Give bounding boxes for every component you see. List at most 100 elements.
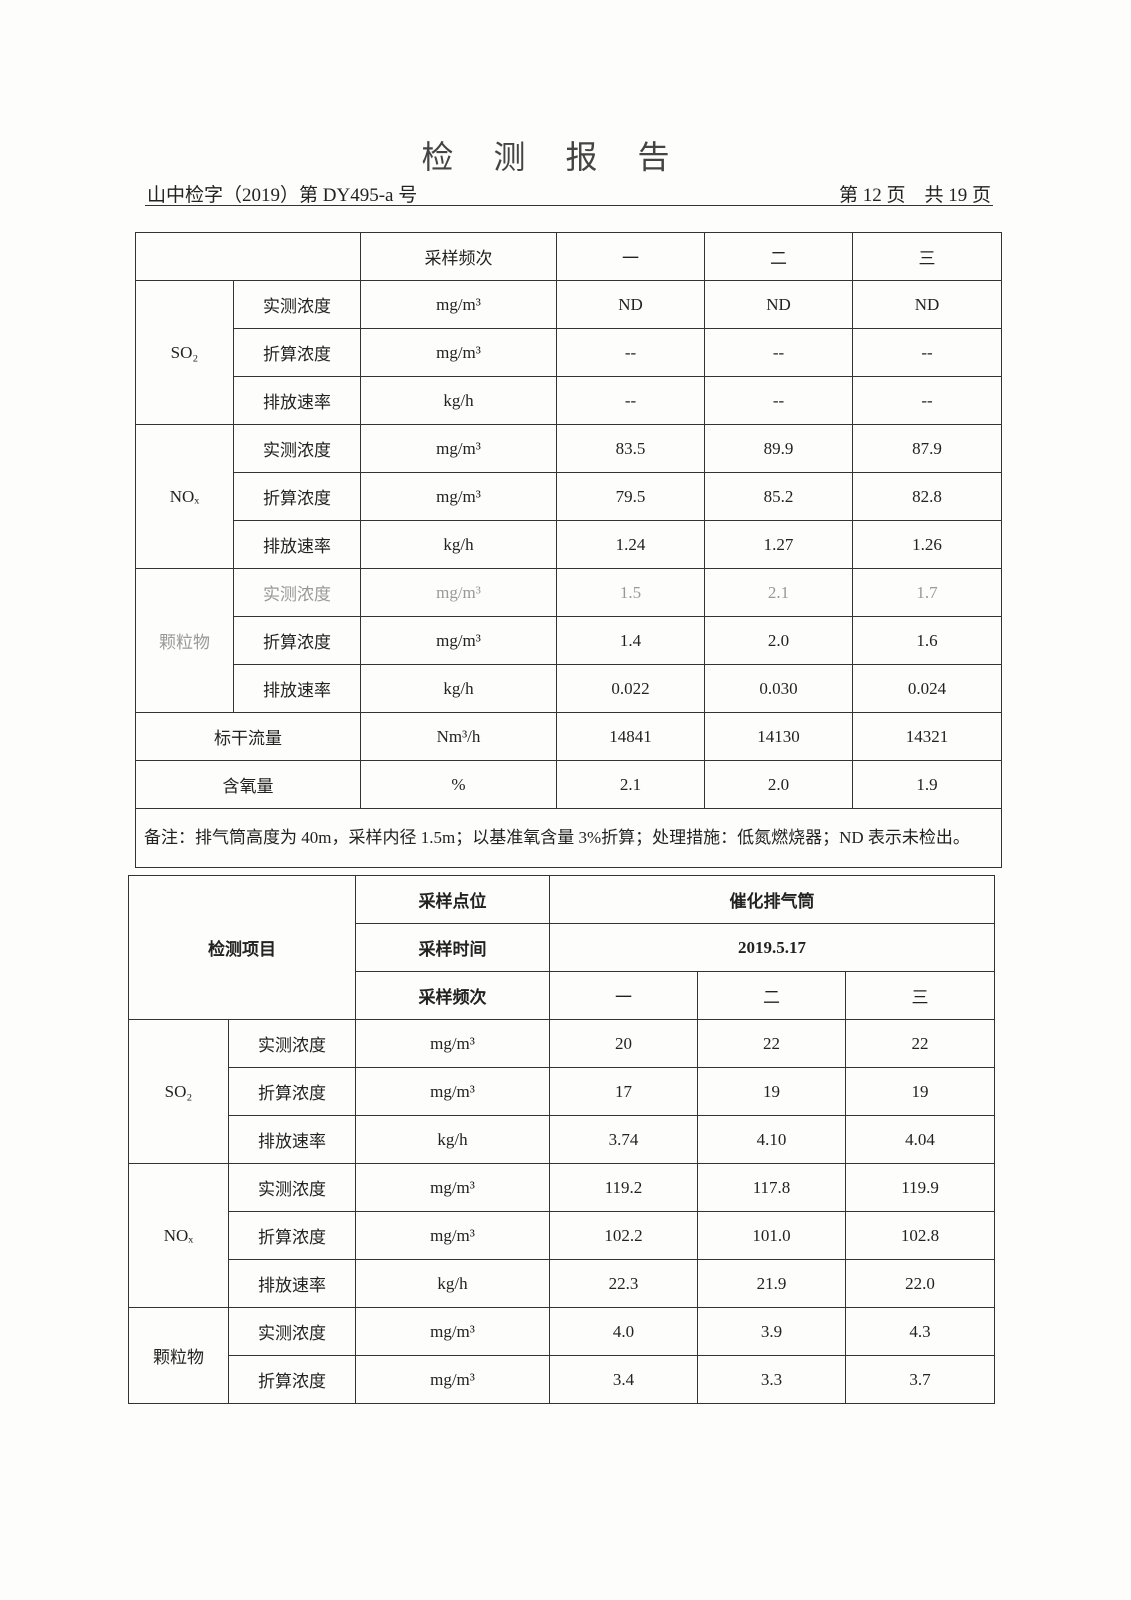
- table-cell: 实测浓度: [228, 1019, 356, 1068]
- header-row: 采样频次一二三: [135, 232, 1002, 281]
- table-cell: 折算浓度: [228, 1067, 356, 1116]
- table-cell: --: [556, 376, 705, 425]
- table-cell: 1.5: [556, 568, 705, 617]
- table-cell: mg/m³: [360, 616, 557, 665]
- table-cell: mg/m³: [355, 1355, 550, 1404]
- table-cell: 83.5: [556, 424, 705, 473]
- pollutant-name: NOₓ: [128, 1163, 229, 1308]
- table-cell: 4.04: [844, 1115, 996, 1164]
- report-title: 检测报告: [421, 139, 710, 175]
- table-row: 排放速率 kg/h -- -- --: [136, 376, 1002, 425]
- table-cell: 4.10: [697, 1115, 846, 1164]
- table-cell: 22: [697, 1019, 846, 1068]
- table-cell: 82.8: [852, 472, 1002, 521]
- table-cell: 89.9: [704, 424, 853, 473]
- table-cell: mg/m³: [355, 1019, 550, 1068]
- table-cell: Nm³/h: [360, 712, 557, 761]
- run-header: 一: [549, 971, 698, 1020]
- run-header: 三: [852, 232, 1002, 281]
- table-cell: ND: [852, 280, 1002, 329]
- table-cell: 19: [697, 1067, 846, 1116]
- header-row: 采样频次一二三: [129, 971, 996, 1020]
- blank-cell: [135, 232, 361, 281]
- table-cell: kg/h: [360, 376, 557, 425]
- table-row: 颗粒物 实测浓度 mg/m³ 4.0 3.9 4.3: [128, 1307, 996, 1404]
- table-cell: mg/m³: [360, 280, 557, 329]
- table-cell: 102.8: [844, 1211, 996, 1260]
- table-cell: 79.5: [556, 472, 705, 521]
- run-header: 二: [697, 971, 846, 1020]
- results-table-2: 检测项目 采样点位 催化排气筒 采样时间 2019.5.17 采样频次一二三 SO₂ 实测浓度…: [128, 875, 996, 1404]
- table-cell: ND: [704, 280, 853, 329]
- table-row: 排放速率 kg/h 1.24 1.27 1.26: [136, 520, 1002, 569]
- table-cell: 117.8: [697, 1163, 846, 1212]
- table-cell: 实测浓度: [233, 280, 361, 329]
- results-table-1: 采样频次一二三 SO₂ 实测浓度 mg/m³ ND ND ND 折算浓度 mg/m³ -- -- --…: [135, 232, 1002, 868]
- table-row: 折算浓度 mg/m³ 1.4 2.0 1.6: [136, 616, 1002, 665]
- table-cell: 折算浓度: [233, 328, 361, 377]
- table-cell: kg/h: [355, 1115, 550, 1164]
- table-cell: mg/m³: [355, 1307, 550, 1356]
- table-cell: 1.7: [852, 568, 1002, 617]
- table-row: 折算浓度 mg/m³ -- -- --: [136, 328, 1002, 377]
- item-name: 含氧量: [135, 760, 361, 809]
- table-cell: 3.74: [549, 1115, 698, 1164]
- table-cell: 19: [844, 1067, 996, 1116]
- table-row: 排放速率 kg/h 22.3 21.9 22.0: [129, 1259, 996, 1308]
- table-cell: 0.024: [852, 664, 1002, 713]
- table-cell: 实测浓度: [233, 568, 361, 617]
- header-row: 采样时间 2019.5.17: [129, 923, 996, 972]
- table-row: NOₓ 实测浓度 mg/m³ 83.5 89.9 87.9: [135, 424, 1002, 569]
- table-cell: kg/h: [355, 1259, 550, 1308]
- table-row: 含氧量% 2.1 2.0 1.9: [135, 760, 1002, 809]
- table-cell: %: [360, 760, 557, 809]
- table-cell: 2.1: [704, 568, 853, 617]
- table-cell: 119.2: [549, 1163, 698, 1212]
- table-row: 折算浓度 mg/m³ 17 19 19: [129, 1067, 996, 1116]
- table-cell: mg/m³: [355, 1067, 550, 1116]
- table-cell: 4.3: [844, 1307, 996, 1356]
- table-cell: 17: [549, 1067, 698, 1116]
- table-cell: 21.9: [697, 1259, 846, 1308]
- table-cell: 折算浓度: [228, 1211, 356, 1260]
- table-cell: mg/m³: [360, 472, 557, 521]
- table-row: 排放速率 kg/h 0.022 0.030 0.024: [136, 664, 1002, 713]
- item-name: 标干流量: [135, 712, 361, 761]
- header-rule: [145, 205, 993, 206]
- table-cell: 1.24: [556, 520, 705, 569]
- table-cell: ND: [556, 280, 705, 329]
- header-row: 检测项目 采样点位 催化排气筒: [128, 875, 996, 1020]
- table-cell: 排放速率: [228, 1259, 356, 1308]
- table-cell: 1.27: [704, 520, 853, 569]
- table-cell: 1.26: [852, 520, 1002, 569]
- table-cell: 14841: [556, 712, 705, 761]
- table-cell: 1.4: [556, 616, 705, 665]
- table-cell: --: [704, 376, 853, 425]
- table-cell: 3.3: [697, 1355, 846, 1404]
- table-cell: 排放速率: [233, 664, 361, 713]
- table-cell: 85.2: [704, 472, 853, 521]
- freq-label: 采样频次: [355, 971, 550, 1020]
- item-label: 检测项目: [128, 875, 356, 1020]
- table-cell: 实测浓度: [228, 1163, 356, 1212]
- table-cell: mg/m³: [360, 328, 557, 377]
- table-row: 排放速率 kg/h 3.74 4.10 4.04: [129, 1115, 996, 1164]
- table-row: 颗粒物 实测浓度 mg/m³ 1.5 2.1 1.7: [135, 568, 1002, 713]
- table-cell: 4.0: [549, 1307, 698, 1356]
- page-number: 第 12 页 共 19 页: [838, 185, 991, 206]
- table-cell: 119.9: [844, 1163, 996, 1212]
- table-cell: mg/m³: [360, 568, 557, 617]
- table-cell: 实测浓度: [233, 424, 361, 473]
- table-cell: 折算浓度: [228, 1355, 356, 1404]
- table-cell: 1.9: [852, 760, 1002, 809]
- pollutant-name: SO₂: [135, 280, 234, 425]
- pollutant-name: NOₓ: [135, 424, 234, 569]
- table-cell: 0.030: [704, 664, 853, 713]
- table-cell: 2.0: [704, 616, 853, 665]
- table-cell: 0.022: [556, 664, 705, 713]
- table-cell: mg/m³: [360, 424, 557, 473]
- table-row: 折算浓度 mg/m³ 102.2 101.0 102.8: [129, 1211, 996, 1260]
- table-row: SO₂ 实测浓度 mg/m³ 20 22 22: [128, 1019, 996, 1164]
- note-row: 备注：排气筒高度为 40m，采样内径 1.5m；以基准氧含量 3%折算；处理措施…: [135, 808, 1002, 868]
- table-cell: 实测浓度: [228, 1307, 356, 1356]
